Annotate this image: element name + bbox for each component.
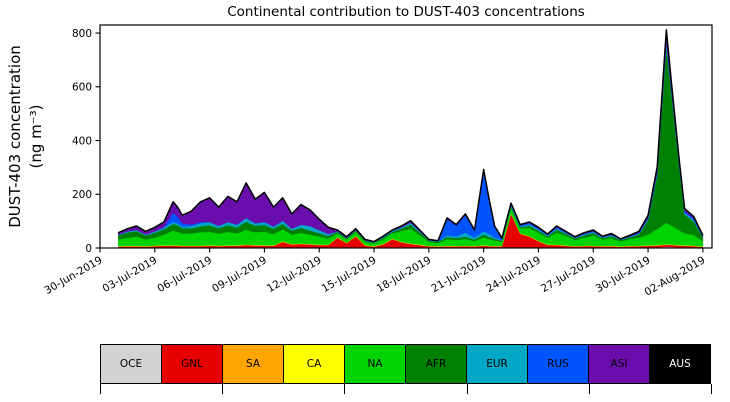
legend-axis-tick bbox=[100, 384, 101, 394]
plot-layer bbox=[117, 29, 704, 249]
legend-strip: OCE GNL SA CA NA AFR EUR RUS ASI AUS bbox=[100, 344, 711, 384]
area-series-asi bbox=[118, 29, 704, 243]
legend-item-rus: RUS bbox=[527, 345, 588, 383]
legend-axis-tick bbox=[588, 384, 590, 394]
x-tick-label: 15-Jul-2019 bbox=[320, 254, 379, 295]
legend-item-asi: ASI bbox=[588, 345, 649, 383]
y-tick-label: 800 bbox=[72, 28, 92, 40]
y-tick-label: 200 bbox=[72, 189, 92, 201]
x-tick-label: 12-Jul-2019 bbox=[265, 254, 324, 295]
y-tick-label: 400 bbox=[72, 135, 92, 147]
x-tick-label: 30-Jun-2019 bbox=[43, 254, 105, 297]
y-axis-label-line1: DUST-403 concentration bbox=[6, 45, 24, 228]
x-tick-label: 09-Jul-2019 bbox=[210, 254, 269, 295]
total-envelope-line bbox=[117, 29, 704, 243]
x-tick-label: 06-Jul-2019 bbox=[155, 254, 214, 295]
legend-item-na: NA bbox=[344, 345, 405, 383]
axis-layer: 0 200 400 600 800 30-Jun-201903-Jul-201906-Ju… bbox=[43, 24, 713, 299]
legend-axis-tick bbox=[711, 384, 712, 394]
legend-item-sa: SA bbox=[222, 345, 283, 383]
y-tick-label: 600 bbox=[72, 82, 92, 94]
legend-axis-tick bbox=[344, 384, 346, 394]
x-tick-label: 02-Aug-2019 bbox=[643, 254, 708, 298]
legend-axis-tick bbox=[222, 384, 224, 394]
legend-item-afr: AFR bbox=[405, 345, 466, 383]
legend-item-aus: AUS bbox=[649, 345, 710, 383]
x-tick-label: 24-Jul-2019 bbox=[484, 254, 543, 295]
chart-svg: 0 200 400 600 800 30-Jun-201903-Jul-201906-Ju… bbox=[6, 4, 713, 299]
legend-axis-tick bbox=[466, 384, 468, 394]
legend-item-gnl: GNL bbox=[161, 345, 222, 383]
x-tick-label: 27-Jul-2019 bbox=[539, 254, 598, 295]
x-tick-label: 18-Jul-2019 bbox=[375, 254, 434, 295]
plot-border bbox=[99, 24, 713, 249]
legend-item-ca: CA bbox=[283, 345, 344, 383]
x-tick-label: 21-Jul-2019 bbox=[429, 254, 488, 295]
y-axis-label-line2: (ng m⁻³) bbox=[27, 104, 45, 168]
y-tick-label: 0 bbox=[85, 243, 92, 255]
chart-title: Continental contribution to DUST-403 con… bbox=[227, 4, 585, 20]
legend-item-oce: OCE bbox=[101, 345, 161, 383]
legend-item-eur: EUR bbox=[466, 345, 527, 383]
x-tick-label: 03-Jul-2019 bbox=[101, 254, 160, 295]
